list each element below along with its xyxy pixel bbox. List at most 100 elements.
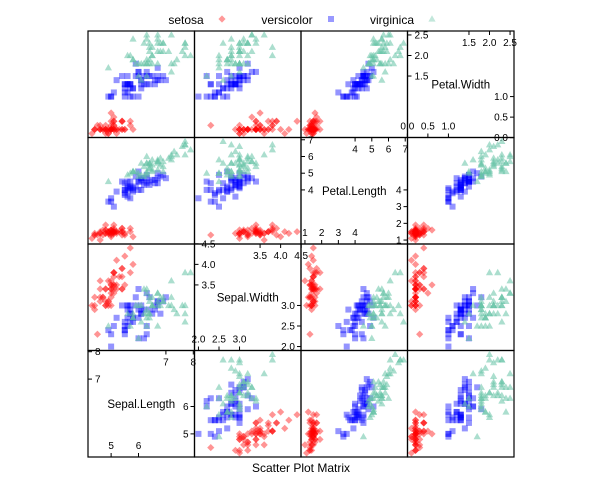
point-virginica (465, 334, 473, 341)
point-setosa (107, 231, 115, 239)
point-versicolor (352, 81, 359, 88)
point-setosa (268, 125, 277, 134)
point-setosa (407, 449, 416, 457)
point-setosa (240, 125, 248, 134)
point-setosa (104, 228, 112, 236)
point-setosa (240, 228, 248, 236)
point-virginica (178, 47, 186, 54)
point-versicolor (449, 188, 456, 195)
point-setosa (252, 430, 260, 438)
point-setosa (411, 285, 420, 293)
point-setosa (256, 125, 264, 134)
point-setosa (112, 125, 121, 134)
point-setosa (231, 446, 240, 454)
point-versicolor (154, 180, 161, 187)
point-virginica (477, 156, 485, 163)
point-virginica (383, 380, 391, 388)
point-versicolor (232, 181, 239, 188)
point-setosa (309, 117, 317, 125)
point-virginica (240, 378, 248, 385)
point-setosa (244, 125, 252, 134)
point-setosa (424, 289, 432, 297)
tick-label: 7 (95, 375, 101, 386)
point-setosa (260, 229, 268, 237)
point-setosa (252, 228, 260, 236)
point-setosa (306, 443, 314, 452)
point-virginica (359, 432, 368, 440)
point-versicolor (132, 183, 139, 190)
point-virginica (244, 380, 252, 388)
point-setosa (104, 229, 112, 237)
point-setosa (306, 446, 314, 454)
point-versicolor (154, 175, 161, 182)
tick-label: 1.5 (415, 72, 429, 83)
point-virginica (159, 297, 167, 304)
point-virginica (154, 322, 162, 329)
point-versicolor (228, 81, 235, 88)
point-versicolor (358, 77, 365, 84)
point-setosa (411, 228, 420, 236)
point-virginica (167, 301, 175, 309)
point-versicolor (449, 428, 456, 435)
point-versicolor (445, 408, 452, 415)
point-virginica (506, 369, 514, 377)
point-versicolor (358, 395, 365, 402)
point-setosa (411, 293, 420, 301)
point-versicolor (461, 314, 468, 321)
point-setosa (252, 229, 260, 237)
point-virginica (368, 334, 376, 341)
point-setosa (411, 229, 420, 237)
point-virginica (399, 39, 408, 46)
point-setosa (313, 419, 321, 427)
point-virginica (498, 356, 506, 363)
point-virginica (240, 47, 248, 54)
point-setosa (420, 427, 428, 435)
point-setosa (308, 435, 316, 443)
point-versicolor (457, 310, 464, 317)
point-versicolor (121, 191, 128, 198)
point-setosa (126, 224, 134, 232)
point-setosa (313, 419, 321, 427)
point-setosa (313, 289, 321, 297)
point-versicolor (127, 183, 134, 190)
point-versicolor (457, 414, 464, 421)
point-setosa (313, 117, 321, 125)
point-setosa (311, 293, 319, 301)
point-versicolor (224, 81, 231, 88)
point-virginica (181, 301, 189, 309)
point-versicolor (232, 73, 239, 80)
point-virginica (383, 293, 391, 300)
point-setosa (311, 430, 319, 438)
point-setosa (110, 289, 118, 297)
point-setosa (306, 117, 314, 125)
point-setosa (311, 297, 319, 305)
point-versicolor (124, 81, 131, 88)
point-setosa (306, 293, 314, 301)
point-versicolor (362, 387, 369, 394)
point-virginica (227, 43, 235, 50)
point-setosa (308, 125, 316, 134)
point-versicolor (355, 314, 362, 321)
point-setosa (411, 228, 420, 236)
point-versicolor (220, 85, 227, 92)
point-versicolor (453, 180, 460, 187)
point-setosa (115, 125, 123, 134)
point-versicolor (220, 93, 227, 100)
point-setosa (96, 125, 104, 134)
point-versicolor (135, 68, 142, 75)
point-versicolor (160, 73, 167, 80)
point-setosa (244, 438, 252, 446)
point-versicolor (360, 392, 367, 399)
tick-label: 3.0 (281, 301, 295, 312)
point-setosa (411, 301, 420, 310)
point-versicolor (124, 81, 131, 88)
point-setosa (93, 231, 102, 239)
point-versicolor (461, 306, 468, 313)
point-versicolor (127, 85, 134, 92)
panel-Sepal.Width-vs-Sepal.Width: Sepal.Width2.02.02.52.53.03.03.53.54.04.… (191, 239, 308, 353)
point-virginica (235, 156, 244, 163)
point-setosa (309, 117, 317, 125)
point-versicolor (363, 294, 370, 301)
point-versicolor (352, 408, 359, 415)
point-setosa (118, 228, 126, 236)
